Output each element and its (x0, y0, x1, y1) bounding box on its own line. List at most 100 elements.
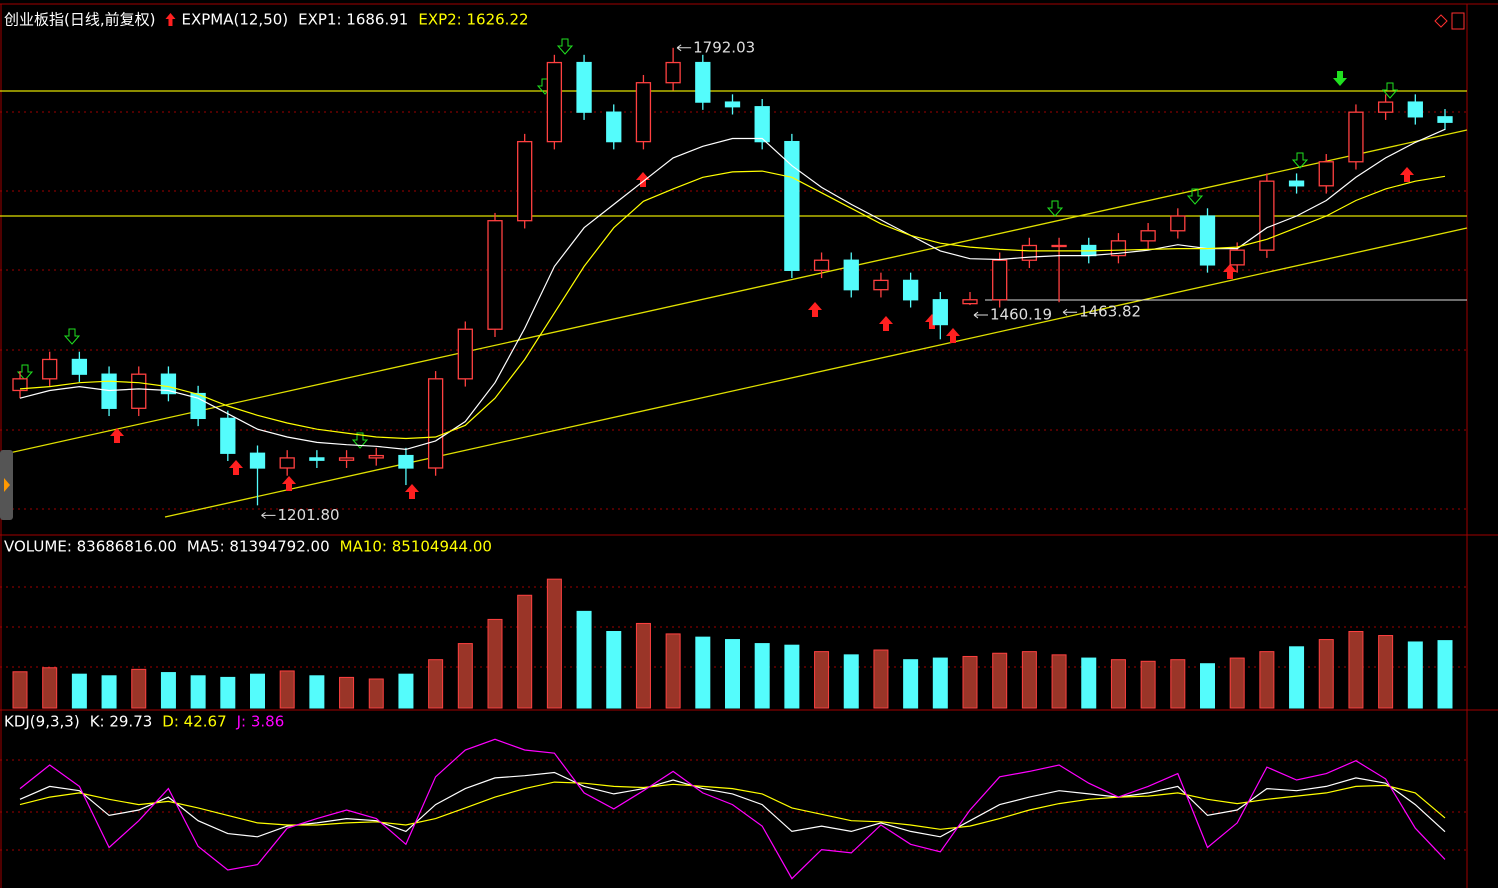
tab-arrow (4, 478, 10, 492)
candle-body (1140, 230, 1156, 242)
volume-bar (754, 643, 770, 709)
candle-body (1259, 180, 1275, 251)
volume-bar (1229, 657, 1245, 709)
volume-bar (873, 649, 889, 709)
candle-body (606, 111, 622, 143)
volume-bar (101, 675, 117, 709)
panel-title: KDJ(9,3,3) (4, 713, 80, 731)
volume-bar (606, 631, 622, 709)
volume-bar (1437, 640, 1453, 709)
candle-body (12, 378, 28, 392)
volume-bar (665, 633, 681, 709)
candle-body (249, 452, 266, 469)
volume-bar (1170, 659, 1186, 709)
legend-entry: EXP2: 1626.22 (418, 11, 528, 29)
sell-signal (556, 38, 574, 55)
volume-bar (160, 672, 176, 709)
sell-signal (1333, 71, 1347, 86)
candle-body (813, 259, 830, 271)
candle-body (427, 378, 444, 469)
candle-body (546, 61, 563, 143)
candle-body (784, 140, 800, 271)
buy-signal (1223, 264, 1237, 279)
trend-lines (0, 90, 1468, 518)
icon (1451, 12, 1465, 30)
candle-body (1377, 101, 1394, 113)
volume-bar (487, 618, 503, 709)
panel-title: VOLUME: 83686816.00 (4, 538, 177, 556)
volume-bar (1110, 659, 1126, 709)
legend-entry: K: 29.73 (90, 713, 153, 731)
volume-bar (1259, 651, 1275, 709)
candle-body (635, 82, 652, 143)
candle-body (932, 299, 948, 326)
candle-body (160, 373, 177, 395)
volume-bar (784, 644, 800, 709)
candle-body (220, 417, 236, 454)
volume-bar (1021, 651, 1037, 709)
trend-line (164, 227, 1468, 518)
candle-body (1318, 161, 1334, 187)
trend-line (0, 129, 1468, 456)
candle-body (1199, 215, 1216, 266)
volume-bar (695, 636, 711, 709)
candle-body (42, 358, 58, 380)
volume-bar (843, 654, 859, 709)
sell-signal (1186, 188, 1204, 205)
volume-bar (457, 643, 473, 709)
candle-body (962, 299, 978, 305)
buy-signal (636, 172, 650, 187)
candle-body (398, 454, 414, 469)
indicator-line (19, 771, 1446, 838)
legend-entry: D: 42.67 (162, 713, 226, 731)
indicator-name: EXPMA(12,50) (181, 11, 288, 29)
volume-bar (1348, 631, 1364, 709)
buy-signal (229, 460, 243, 475)
volume-bar (1407, 641, 1423, 709)
sell-signal (16, 364, 34, 381)
candle-body (1051, 244, 1067, 248)
volume-bar (12, 671, 28, 709)
annotation-arrow (1062, 308, 1078, 316)
candle-body (309, 457, 325, 461)
annotation-arrow (973, 311, 988, 319)
candle-body (1348, 111, 1364, 163)
volume-bar (1378, 635, 1394, 709)
candle-body (1288, 180, 1305, 187)
volume-bar (992, 652, 1008, 709)
volume-bar (517, 594, 533, 709)
volume-bar (814, 651, 830, 709)
volume-bar (1081, 657, 1097, 709)
indicator-line (19, 738, 1446, 880)
buy-signal (405, 484, 419, 499)
signal-icon (165, 13, 176, 26)
annotation-label: 1463.82 (1079, 303, 1141, 321)
candle-body (576, 61, 592, 113)
window-icons (1434, 12, 1465, 30)
candle-body (873, 279, 889, 291)
volume-bar (1051, 654, 1067, 709)
volume-bar (309, 675, 325, 709)
candle-body (665, 61, 681, 84)
icon (1434, 14, 1448, 28)
sell-signal (1291, 152, 1309, 169)
candle-body (71, 358, 88, 375)
volume-bar (279, 670, 295, 709)
annotation-label: 1792.03 (693, 38, 755, 56)
volume-bar (131, 668, 147, 709)
volume-bar (190, 675, 206, 709)
annotation-arrow (676, 44, 692, 52)
buy-signal (1400, 167, 1414, 182)
candle-body (1229, 249, 1245, 266)
candle-body (517, 140, 533, 222)
candle-body (1407, 101, 1423, 118)
buy-signal (282, 476, 296, 491)
volume-bar (428, 659, 444, 709)
candle-body (695, 61, 711, 103)
candle-body (279, 457, 295, 469)
candle-body (754, 106, 770, 143)
volume-bar (903, 659, 919, 709)
volume-bar (220, 676, 236, 709)
